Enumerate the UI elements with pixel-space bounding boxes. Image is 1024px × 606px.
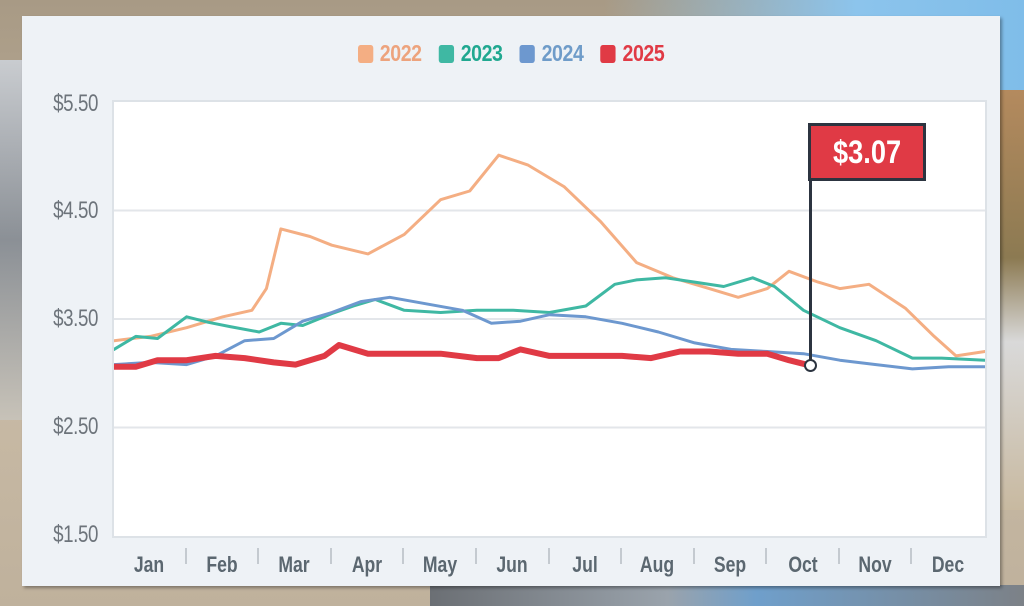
chart-card: 2022 2023 2024 2025 $5.50 $4.50 $3.50 $2… bbox=[22, 16, 1000, 586]
x-tick-label: Nov bbox=[858, 552, 892, 577]
x-tick-mark bbox=[547, 548, 550, 564]
x-tick-mark bbox=[402, 548, 405, 564]
callout-flag: $3.07 bbox=[807, 123, 926, 181]
x-tick-mark bbox=[474, 548, 477, 564]
x-tick-mark bbox=[620, 548, 623, 564]
chart-legend: 2022 2023 2024 2025 bbox=[95, 40, 926, 67]
x-tick-label: Mar bbox=[278, 552, 311, 577]
x-tick-mark bbox=[765, 548, 768, 564]
legend-swatch-2022-icon bbox=[357, 44, 374, 63]
x-tick-label: Jun bbox=[496, 552, 528, 577]
x-tick-mark bbox=[837, 548, 840, 564]
callout-value: $3.07 bbox=[832, 134, 901, 170]
series-line-2023 bbox=[114, 276, 985, 362]
x-tick-mark bbox=[910, 548, 913, 564]
y-tick-label: $4.50 bbox=[53, 197, 98, 224]
legend-item-2022: 2022 bbox=[357, 40, 422, 67]
background-bottom-edge bbox=[430, 585, 1024, 606]
x-tick-label: Apr bbox=[351, 552, 383, 577]
y-tick-label: $3.50 bbox=[53, 305, 98, 332]
x-tick-mark bbox=[692, 548, 695, 564]
x-tick-mark bbox=[329, 548, 332, 564]
x-tick-label: Oct bbox=[787, 552, 818, 577]
x-tick-label: Sep bbox=[713, 552, 747, 577]
x-tick-label: May bbox=[422, 552, 457, 577]
legend-label-2022: 2022 bbox=[379, 40, 422, 66]
series-line-2024 bbox=[114, 295, 985, 371]
legend-label-2024: 2024 bbox=[541, 40, 584, 66]
legend-label-2023: 2023 bbox=[460, 40, 503, 66]
legend-label-2025: 2025 bbox=[622, 40, 665, 66]
x-tick-label: Dec bbox=[931, 552, 964, 577]
y-tick-label: $2.50 bbox=[53, 413, 98, 440]
series-end-marker-icon bbox=[804, 359, 818, 373]
background-left-edge bbox=[0, 60, 24, 420]
x-tick-mark bbox=[184, 548, 187, 564]
legend-item-2023: 2023 bbox=[438, 40, 503, 67]
x-axis-labels: Jan Feb Mar Apr May Jun Jul Aug Sep Oct Nov Dec bbox=[112, 548, 985, 588]
legend-item-2025: 2025 bbox=[600, 40, 665, 67]
series-line-2022 bbox=[114, 153, 985, 358]
legend-item-2024: 2024 bbox=[519, 40, 584, 67]
legend-swatch-2024-icon bbox=[519, 44, 535, 63]
legend-swatch-2025-icon bbox=[600, 44, 616, 63]
background-right-edge bbox=[1000, 90, 1024, 510]
legend-swatch-2023-icon bbox=[438, 44, 454, 63]
x-tick-label: Jan bbox=[134, 552, 165, 577]
y-tick-label: $1.50 bbox=[53, 521, 98, 548]
x-tick-mark bbox=[257, 548, 260, 564]
y-tick-label: $5.50 bbox=[53, 90, 98, 117]
x-tick-label: Aug bbox=[640, 552, 675, 577]
x-tick-label: Jul bbox=[572, 552, 598, 577]
callout-flag-pole bbox=[809, 124, 813, 366]
series-line-2025 bbox=[114, 342, 814, 370]
line-series bbox=[114, 153, 985, 429]
x-tick-label: Feb bbox=[206, 552, 238, 577]
